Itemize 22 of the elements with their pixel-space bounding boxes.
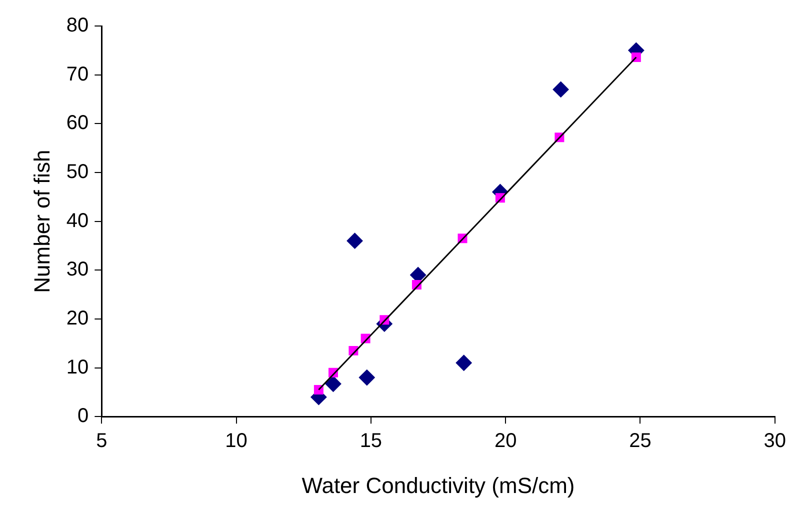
y-tick-label: 50 — [66, 160, 89, 183]
point — [325, 376, 342, 392]
y-tick-label: 0 — [78, 405, 89, 428]
x-tick-label: 25 — [629, 430, 652, 452]
x-axis-title: Water Conductivity (mS/cm) — [302, 472, 575, 498]
x-tick-label: 20 — [494, 430, 517, 452]
point — [456, 354, 472, 371]
y-axis-title: Number of fish — [29, 150, 54, 293]
y-tick-label: 30 — [66, 258, 89, 281]
x-tick-label: 30 — [764, 430, 786, 452]
y-tick-label: 60 — [66, 112, 89, 134]
y-tick-label: 10 — [66, 356, 89, 378]
x-tick-label: 15 — [360, 430, 382, 452]
x-tick-label: 5 — [96, 430, 108, 452]
x-tick-label: 10 — [225, 430, 248, 452]
point — [358, 370, 375, 386]
y-tick-label: 80 — [66, 14, 89, 37]
point — [552, 81, 569, 98]
y-tick-label: 20 — [66, 307, 89, 330]
point — [346, 232, 363, 249]
y-tick-label: 70 — [66, 63, 89, 86]
y-tick-label: 40 — [66, 210, 89, 232]
